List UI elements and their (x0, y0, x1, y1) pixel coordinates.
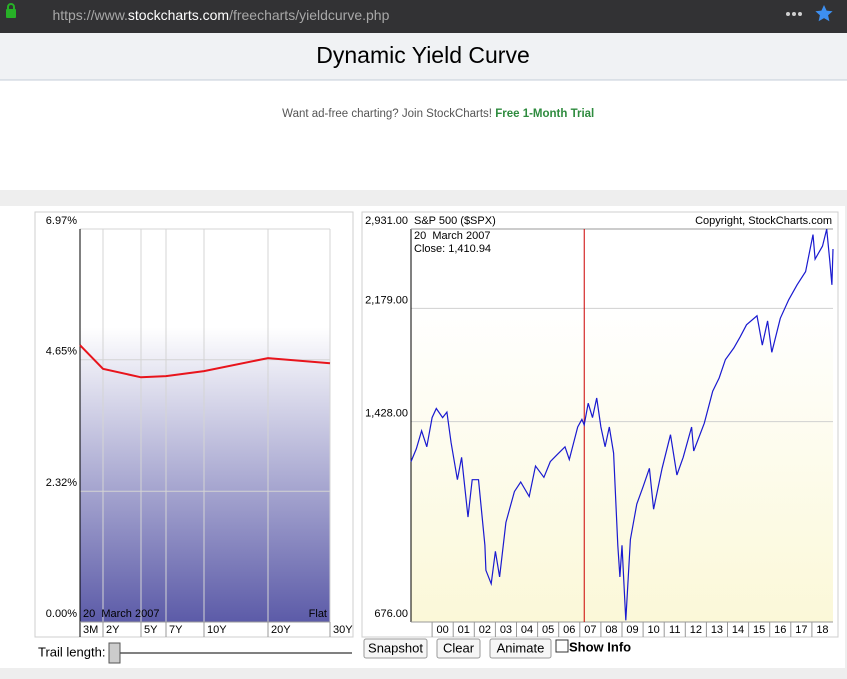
x-tick-label: 06 (563, 624, 575, 636)
x-tick-label: 30Y (333, 624, 353, 636)
browser-bar (0, 0, 847, 33)
shape-label: Flat (309, 608, 327, 620)
x-tick-label: 7Y (169, 624, 183, 636)
header-band (0, 33, 847, 80)
page-title: Dynamic Yield Curve (316, 42, 529, 68)
x-tick-label: 02 (479, 624, 491, 636)
x-tick-label: 16 (774, 624, 786, 636)
yield-line (79, 344, 331, 379)
x-tick-label: 03 (500, 624, 512, 636)
x-tick-label: 3M (83, 624, 98, 636)
x-tick-label: 5Y (144, 624, 158, 636)
y-tick-label: 676.00 (374, 608, 408, 620)
x-tick-label: 04 (521, 624, 533, 636)
date-label: 20 March 2007 (414, 230, 490, 242)
x-tick-label: 07 (584, 624, 596, 636)
lock-icon (6, 9, 16, 18)
x-tick-label: 10 (648, 624, 660, 636)
x-tick-label: 18 (816, 624, 828, 636)
button-label[interactable]: Animate (497, 640, 545, 655)
x-tick-label: 01 (458, 624, 470, 636)
y-tick-label: 0.00% (46, 608, 77, 620)
x-tick-label: 14 (732, 624, 744, 636)
x-tick-label: 11 (669, 624, 680, 636)
chart-title: S&P 500 ($SPX) (414, 215, 496, 227)
show-info-label[interactable]: Show Info (569, 639, 631, 654)
yield-plot-bg (80, 229, 330, 622)
x-tick-label: 12 (690, 624, 702, 636)
bookmark-star[interactable] (815, 5, 833, 22)
button[interactable] (436, 638, 481, 659)
button[interactable] (489, 638, 552, 659)
x-tick-label: 10Y (207, 624, 227, 636)
url-path: /freecharts/yieldcurve.php (229, 7, 390, 23)
price-line (410, 228, 834, 621)
y-tick-label: 2,931.00 (365, 215, 408, 227)
trail-label: Trail length: (38, 644, 105, 659)
x-tick-label: 17 (795, 624, 807, 636)
x-tick-label: 09 (626, 624, 638, 636)
x-tick-label: 15 (753, 624, 765, 636)
ad-text: Want ad-free charting? Join StockCharts! (282, 108, 495, 120)
button-label[interactable]: Clear (443, 640, 475, 655)
menu-dots[interactable] (786, 12, 802, 16)
ad-line: Want ad-free charting? Join StockCharts!… (266, 108, 604, 120)
button[interactable] (363, 638, 428, 659)
y-tick-label: 2,179.00 (365, 294, 408, 306)
url-domain: stockcharts.com (128, 7, 229, 23)
spx-plot-bg (411, 229, 833, 622)
lock-shackle (7, 3, 15, 10)
x-tick-label: 20Y (271, 624, 291, 636)
show-info-checkbox[interactable] (555, 639, 569, 653)
y-tick-label: 4.65% (46, 346, 77, 358)
y-tick-label: 6.97% (46, 215, 77, 227)
x-tick-label: 2Y (106, 624, 120, 636)
x-tick-label: 05 (542, 624, 554, 636)
y-tick-label: 1,428.00 (365, 408, 408, 420)
url[interactable]: https://www.stockcharts.com/freecharts/y… (33, 7, 401, 23)
x-tick-label: 13 (711, 624, 723, 636)
trail-slider-thumb[interactable] (108, 642, 121, 664)
x-tick-label: 00 (437, 624, 449, 636)
url-scheme: https://www. (52, 7, 127, 23)
ad-link[interactable]: Free 1-Month Trial (495, 108, 594, 120)
button-label[interactable]: Snapshot (368, 640, 423, 655)
y-tick-label: 2.32% (46, 477, 77, 489)
date-label: 20 March 2007 (83, 608, 159, 620)
x-tick-label: 08 (605, 624, 617, 636)
close-label: Close: 1,410.94 (414, 243, 491, 255)
copyright: Copyright, StockCharts.com (695, 215, 832, 227)
